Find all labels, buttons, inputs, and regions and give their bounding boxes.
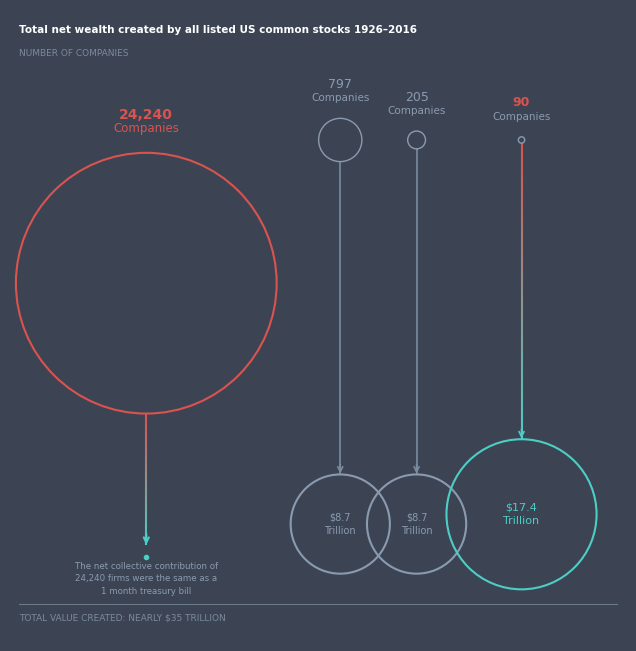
- Text: 90: 90: [513, 96, 530, 109]
- Text: Companies: Companies: [387, 106, 446, 116]
- Text: Companies: Companies: [492, 112, 551, 122]
- Text: 24,240: 24,240: [120, 108, 173, 122]
- Text: $8.7
Trillion: $8.7 Trillion: [401, 512, 432, 536]
- Text: $17.4
Trillion: $17.4 Trillion: [504, 503, 539, 526]
- Text: $8.7
Trillion: $8.7 Trillion: [324, 512, 356, 536]
- Text: TOTAL VALUE CREATED: NEARLY $35 TRILLION: TOTAL VALUE CREATED: NEARLY $35 TRILLION: [19, 613, 226, 622]
- Text: 205: 205: [404, 90, 429, 104]
- Text: Total net wealth created by all listed US common stocks 1926–2016: Total net wealth created by all listed U…: [19, 25, 417, 35]
- Text: The net collective contribution of
24,240 firms were the same as a
1 month treas: The net collective contribution of 24,24…: [74, 562, 218, 596]
- Text: 797: 797: [328, 78, 352, 91]
- Text: Companies: Companies: [311, 93, 370, 104]
- Text: NUMBER OF COMPANIES: NUMBER OF COMPANIES: [19, 49, 128, 58]
- Text: Companies: Companies: [113, 122, 179, 135]
